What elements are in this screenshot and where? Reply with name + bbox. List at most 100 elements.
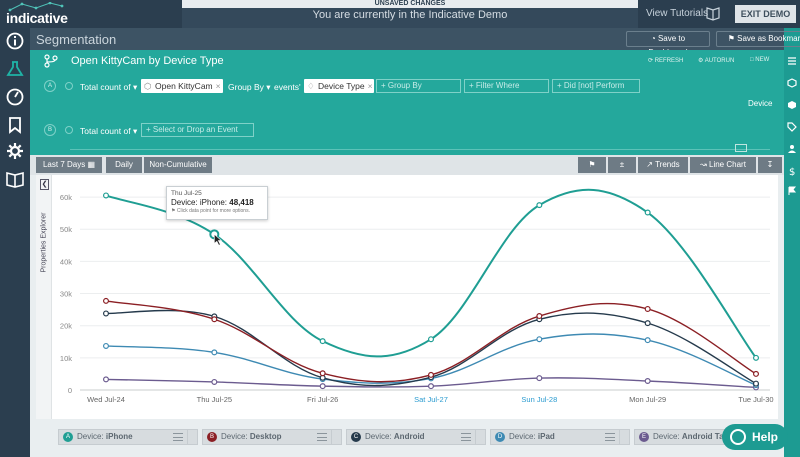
left-sidebar xyxy=(0,28,30,457)
book-icon[interactable] xyxy=(705,5,721,21)
data-point-iphone[interactable] xyxy=(319,338,326,345)
data-point-desktop[interactable] xyxy=(428,371,435,378)
data-point-iphone[interactable] xyxy=(102,192,109,199)
row-a-measure-dropdown[interactable]: Total count of ▾ xyxy=(80,82,137,93)
properties-explorer-panel[interactable]: ❮ Properties Explorer xyxy=(36,175,52,419)
gauge-icon[interactable] xyxy=(6,88,24,106)
refresh-button[interactable]: ⟳ REFRESH xyxy=(648,57,683,64)
data-point-android[interactable] xyxy=(644,320,651,327)
property-chip-device-type[interactable]: ♢ Device Type × xyxy=(304,79,374,93)
data-point-desktop[interactable] xyxy=(102,297,109,304)
exit-demo-button[interactable]: EXIT DEMO xyxy=(735,5,796,23)
view-tutorials-link[interactable]: View Tutorials xyxy=(646,8,709,19)
row-a-handle[interactable] xyxy=(65,82,73,90)
calculate-button[interactable]: ± xyxy=(608,157,636,173)
indicative-logo[interactable]: indicative xyxy=(6,2,68,26)
legend-drag-handle[interactable] xyxy=(331,430,341,444)
remove-property-icon[interactable]: × xyxy=(367,81,373,91)
add-group-by-slot[interactable]: + Group By xyxy=(376,79,461,93)
group-by-dropdown[interactable]: Group By ▾ xyxy=(228,82,271,93)
interval-dropdown[interactable]: Daily xyxy=(106,157,142,173)
hexagon-icon[interactable] xyxy=(787,78,797,88)
hexagon-outline-icon: ⬡ xyxy=(144,81,152,91)
gear-icon[interactable] xyxy=(6,142,24,160)
cumulative-dropdown[interactable]: Non-Cumulative xyxy=(144,157,212,173)
data-point-iphone[interactable] xyxy=(644,209,651,216)
data-point-android[interactable] xyxy=(752,380,759,387)
data-point-android[interactable] xyxy=(102,310,109,317)
save-as-bookmark-button[interactable]: ⚑ Save as Bookmark xyxy=(716,31,800,47)
data-point-iphone[interactable] xyxy=(428,336,435,343)
legend-menu-icon[interactable] xyxy=(173,433,183,441)
row-b-measure-dropdown[interactable]: Total count of ▾ xyxy=(80,126,137,137)
data-point-iphone[interactable] xyxy=(536,202,543,209)
legend-letter-badge: D xyxy=(495,432,505,442)
data-point-desktop[interactable] xyxy=(319,370,326,377)
data-point-ipad[interactable] xyxy=(536,336,543,343)
event-chip-open-kittycam[interactable]: ⬡ Open KittyCam × xyxy=(141,79,223,93)
data-point-ipad[interactable] xyxy=(211,349,218,356)
save-to-dashboard-button[interactable]: ◔ Save to Dashboard xyxy=(626,31,710,57)
legend-item[interactable]: C Device: Android xyxy=(346,429,486,445)
user-icon[interactable] xyxy=(787,144,797,154)
legend-drag-handle[interactable] xyxy=(475,430,485,444)
download-button[interactable]: ↧ xyxy=(758,157,782,173)
legend-menu-icon[interactable] xyxy=(461,433,471,441)
date-range-label: Last 7 Days xyxy=(42,160,86,169)
query-title[interactable]: Open KittyCam by Device Type xyxy=(71,55,224,67)
autorun-button[interactable]: ⚙ AUTORUN xyxy=(698,57,734,64)
add-event-slot[interactable]: + Select or Drop an Event xyxy=(141,123,254,137)
query-builder: Open KittyCam by Device Type ⟳ REFRESH ⚙… xyxy=(30,50,784,155)
row-b-handle[interactable] xyxy=(65,126,73,134)
data-point-android-table[interactable] xyxy=(428,383,435,390)
mouse-cursor-icon xyxy=(214,233,223,246)
date-range-button[interactable]: Last 7 Days ▦ xyxy=(36,157,102,173)
add-did-perform-slot[interactable]: + Did [not] Perform xyxy=(552,79,640,93)
legend-menu-icon[interactable] xyxy=(605,433,615,441)
add-filter-slot[interactable]: + Filter Where xyxy=(464,79,549,93)
x-tick-label: Mon Jul-29 xyxy=(629,395,666,404)
legend-item[interactable]: A Device: iPhone xyxy=(58,429,198,445)
list-icon[interactable] xyxy=(787,56,797,66)
legend-drag-handle[interactable] xyxy=(619,430,629,444)
caret-down-icon: ▾ xyxy=(132,126,138,136)
data-point-android-table[interactable] xyxy=(319,383,326,390)
remove-event-icon[interactable]: × xyxy=(215,81,221,91)
events-text: events' xyxy=(274,82,301,92)
line-chart[interactable]: 0 10k 20k 30k 40k 50k 60k Wed Jul-24 Thu Jul-25 F… xyxy=(36,175,778,419)
legend-drag-handle[interactable] xyxy=(187,430,197,444)
help-button[interactable]: Help xyxy=(722,424,788,450)
legend-item[interactable]: B Device: Desktop xyxy=(202,429,342,445)
annotation-flag-button[interactable]: ⚑ xyxy=(578,157,606,173)
dollar-icon[interactable]: $ xyxy=(787,166,797,176)
info-icon[interactable] xyxy=(6,32,24,50)
trends-button[interactable]: ↗ Trends xyxy=(638,157,688,173)
data-point-desktop[interactable] xyxy=(644,305,651,312)
data-point-desktop[interactable] xyxy=(536,313,543,320)
flask-icon[interactable] xyxy=(6,60,24,78)
data-point-desktop[interactable] xyxy=(752,370,759,377)
data-point-android-table[interactable] xyxy=(644,377,651,384)
collapse-panel-button[interactable] xyxy=(735,144,747,152)
data-point-android-table[interactable] xyxy=(536,375,543,382)
tooltip-value-line: Device: iPhone: 48,418 xyxy=(171,198,263,207)
bookmark-icon[interactable] xyxy=(6,116,24,134)
data-point-android-table[interactable] xyxy=(211,378,218,385)
brand-name: indicative xyxy=(6,10,68,26)
open-book-icon[interactable] xyxy=(6,170,24,188)
new-query-button[interactable]: □ NEW xyxy=(750,57,769,63)
data-point-android-table[interactable] xyxy=(102,376,109,383)
right-sidebar: $ xyxy=(784,28,800,457)
expand-arrow-icon[interactable]: ❮ xyxy=(40,179,49,190)
chart-type-dropdown[interactable]: ↝ Line Chart xyxy=(690,157,756,173)
data-point-iphone[interactable] xyxy=(752,354,759,361)
tag-icon[interactable] xyxy=(787,122,797,132)
data-point-ipad[interactable] xyxy=(644,337,651,344)
legend-item[interactable]: D Device: iPad xyxy=(490,429,630,445)
data-point-ipad[interactable] xyxy=(102,342,109,349)
flag-icon[interactable] xyxy=(787,186,797,196)
legend-menu-icon[interactable] xyxy=(317,433,327,441)
page-title: Segmentation xyxy=(36,32,117,47)
hexagon-group-icon[interactable] xyxy=(787,100,797,110)
data-point-desktop[interactable] xyxy=(211,316,218,323)
